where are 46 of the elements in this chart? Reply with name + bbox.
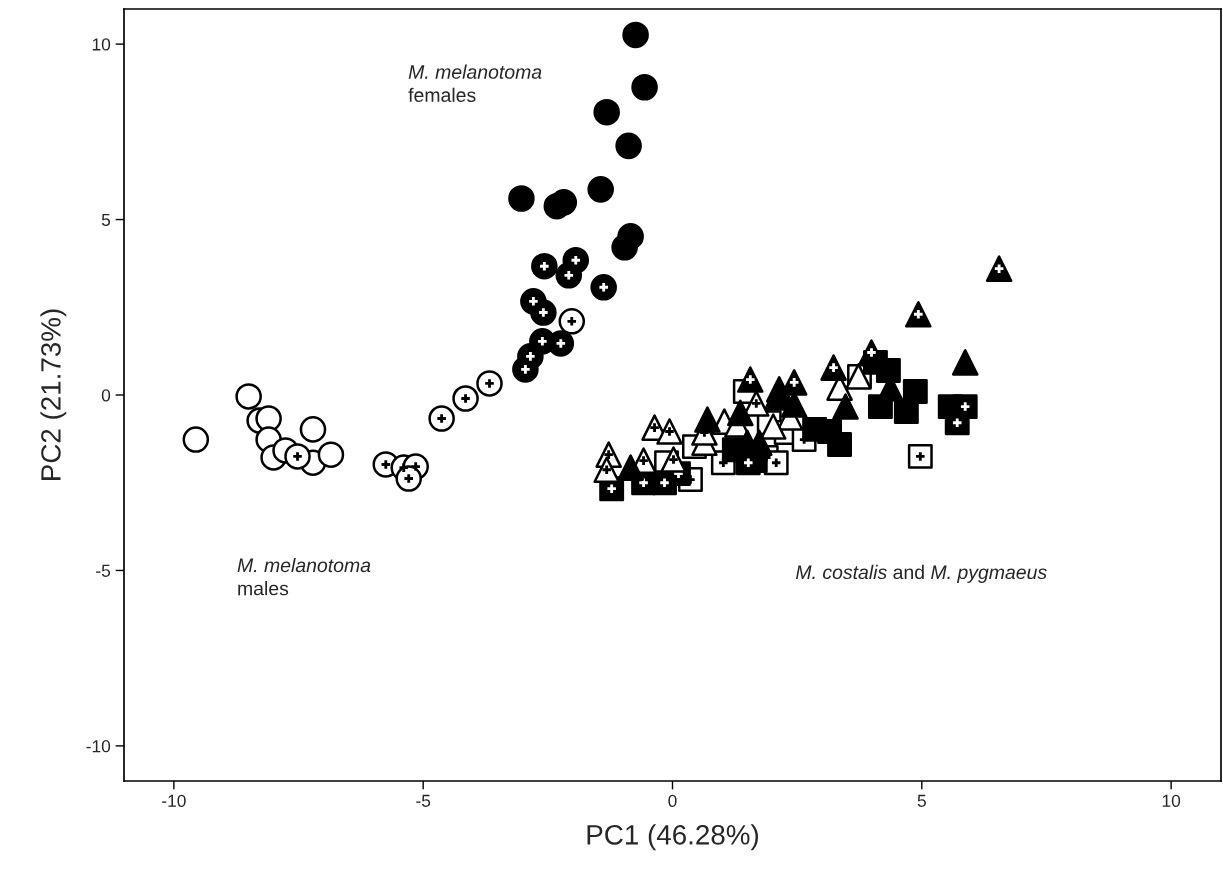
point bbox=[558, 308, 586, 335]
point bbox=[476, 370, 503, 397]
point bbox=[590, 273, 617, 301]
point bbox=[531, 252, 558, 280]
point bbox=[827, 432, 852, 457]
point bbox=[299, 416, 327, 443]
x-tick-label: -5 bbox=[416, 794, 431, 807]
point bbox=[744, 458, 753, 468]
x-tick-label: 0 bbox=[668, 794, 677, 807]
annotation: M. melanotoma males bbox=[237, 557, 371, 596]
y-tick-label: 0 bbox=[101, 389, 111, 402]
x-tick-label: -10 bbox=[162, 794, 186, 807]
point bbox=[428, 405, 455, 432]
y-tick-label: -5 bbox=[96, 564, 111, 577]
x-tick-label: 10 bbox=[1162, 794, 1181, 807]
y-tick-label: 5 bbox=[101, 213, 111, 227]
point bbox=[617, 454, 644, 481]
point bbox=[284, 443, 311, 470]
point bbox=[508, 185, 535, 212]
point bbox=[317, 441, 345, 468]
point bbox=[694, 406, 721, 433]
point bbox=[452, 385, 479, 412]
point bbox=[902, 379, 928, 404]
point bbox=[587, 176, 614, 203]
point bbox=[611, 233, 638, 261]
annotation: M. melanotoma females bbox=[408, 64, 542, 103]
y-tick-label: -10 bbox=[86, 740, 111, 753]
point bbox=[622, 21, 649, 49]
point bbox=[550, 189, 578, 216]
point bbox=[759, 413, 787, 440]
x-tick-label: 5 bbox=[917, 794, 926, 807]
point bbox=[547, 330, 575, 357]
y-tick-label: 10 bbox=[92, 38, 111, 51]
x-axis-title: PC1 (46.28%) bbox=[587, 824, 759, 851]
point bbox=[182, 426, 210, 453]
point bbox=[727, 399, 754, 427]
point bbox=[615, 132, 642, 160]
point bbox=[951, 349, 979, 376]
point bbox=[555, 262, 583, 289]
point bbox=[832, 393, 859, 420]
y-axis-title: PC2 (21.73%) bbox=[40, 309, 67, 480]
point bbox=[631, 73, 658, 101]
point bbox=[235, 383, 262, 410]
annotation: M. costalis and M. pygmaeus bbox=[795, 564, 1047, 583]
point bbox=[593, 98, 620, 126]
point bbox=[907, 443, 933, 469]
